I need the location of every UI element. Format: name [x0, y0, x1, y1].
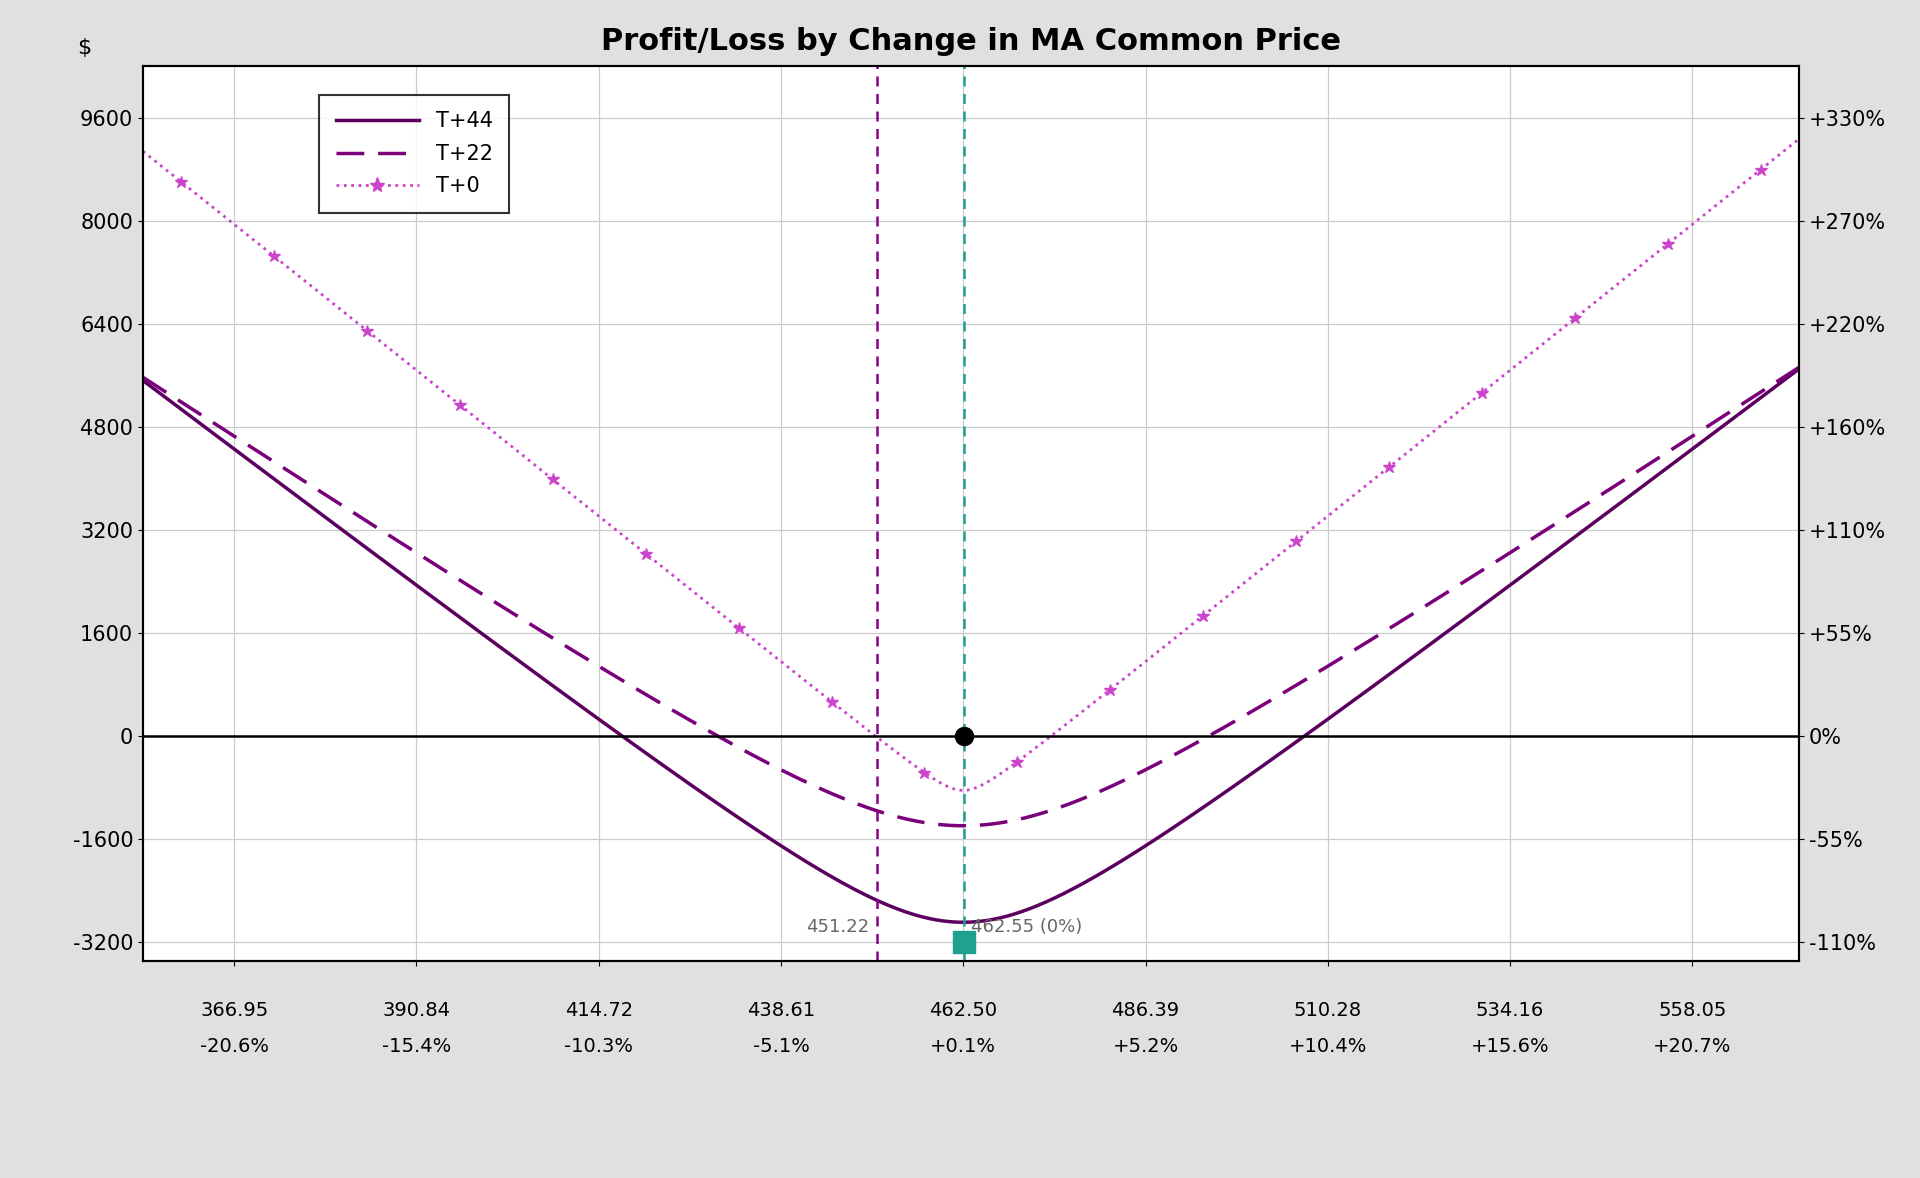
- Text: 534.16: 534.16: [1476, 1001, 1544, 1020]
- Title: Profit/Loss by Change in MA Common Price: Profit/Loss by Change in MA Common Price: [601, 27, 1340, 55]
- Text: +5.2%: +5.2%: [1112, 1037, 1179, 1055]
- Text: +15.6%: +15.6%: [1471, 1037, 1549, 1055]
- Text: 451.22: 451.22: [806, 919, 870, 937]
- Text: 414.72: 414.72: [564, 1001, 634, 1020]
- Text: $: $: [77, 38, 90, 58]
- Text: 510.28: 510.28: [1294, 1001, 1361, 1020]
- Legend: T+44, T+22, T+0: T+44, T+22, T+0: [319, 94, 509, 213]
- Text: 462.55 (0%): 462.55 (0%): [972, 919, 1083, 937]
- Text: +0.1%: +0.1%: [931, 1037, 996, 1055]
- Text: 366.95: 366.95: [200, 1001, 269, 1020]
- Text: -20.6%: -20.6%: [200, 1037, 269, 1055]
- Text: +10.4%: +10.4%: [1288, 1037, 1367, 1055]
- Text: 486.39: 486.39: [1112, 1001, 1179, 1020]
- Text: 438.61: 438.61: [747, 1001, 814, 1020]
- Text: -15.4%: -15.4%: [382, 1037, 451, 1055]
- Text: 462.50: 462.50: [929, 1001, 996, 1020]
- Text: 390.84: 390.84: [382, 1001, 451, 1020]
- Text: +20.7%: +20.7%: [1653, 1037, 1732, 1055]
- Text: -5.1%: -5.1%: [753, 1037, 810, 1055]
- Text: -10.3%: -10.3%: [564, 1037, 634, 1055]
- Text: 558.05: 558.05: [1659, 1001, 1726, 1020]
